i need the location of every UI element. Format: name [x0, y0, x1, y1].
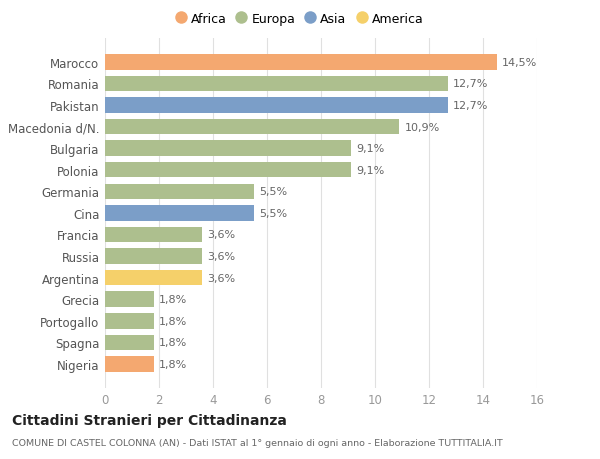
Bar: [105, 98, 448, 113]
Text: 10,9%: 10,9%: [404, 122, 440, 132]
Legend: Africa, Europa, Asia, America: Africa, Europa, Asia, America: [172, 9, 427, 29]
Bar: [105, 357, 154, 372]
Bar: [105, 270, 202, 286]
Bar: [105, 119, 400, 135]
Text: 9,1%: 9,1%: [356, 144, 385, 154]
Bar: [105, 76, 448, 92]
Text: COMUNE DI CASTEL COLONNA (AN) - Dati ISTAT al 1° gennaio di ogni anno - Elaboraz: COMUNE DI CASTEL COLONNA (AN) - Dati IST…: [12, 438, 503, 448]
Text: 5,5%: 5,5%: [259, 187, 287, 197]
Bar: [105, 292, 154, 308]
Bar: [105, 141, 350, 157]
Bar: [105, 313, 154, 329]
Text: 12,7%: 12,7%: [454, 101, 488, 111]
Text: 3,6%: 3,6%: [208, 230, 236, 240]
Bar: [105, 249, 202, 264]
Text: 3,6%: 3,6%: [208, 252, 236, 262]
Text: 1,8%: 1,8%: [159, 359, 187, 369]
Text: 9,1%: 9,1%: [356, 165, 385, 175]
Text: Cittadini Stranieri per Cittadinanza: Cittadini Stranieri per Cittadinanza: [12, 413, 287, 427]
Text: 1,8%: 1,8%: [159, 338, 187, 347]
Bar: [105, 227, 202, 243]
Text: 5,5%: 5,5%: [259, 208, 287, 218]
Text: 12,7%: 12,7%: [454, 79, 488, 89]
Text: 1,8%: 1,8%: [159, 316, 187, 326]
Bar: [105, 206, 254, 221]
Text: 1,8%: 1,8%: [159, 295, 187, 305]
Text: 3,6%: 3,6%: [208, 273, 236, 283]
Text: 14,5%: 14,5%: [502, 58, 537, 67]
Bar: [105, 162, 350, 178]
Bar: [105, 184, 254, 200]
Bar: [105, 55, 497, 70]
Bar: [105, 335, 154, 351]
